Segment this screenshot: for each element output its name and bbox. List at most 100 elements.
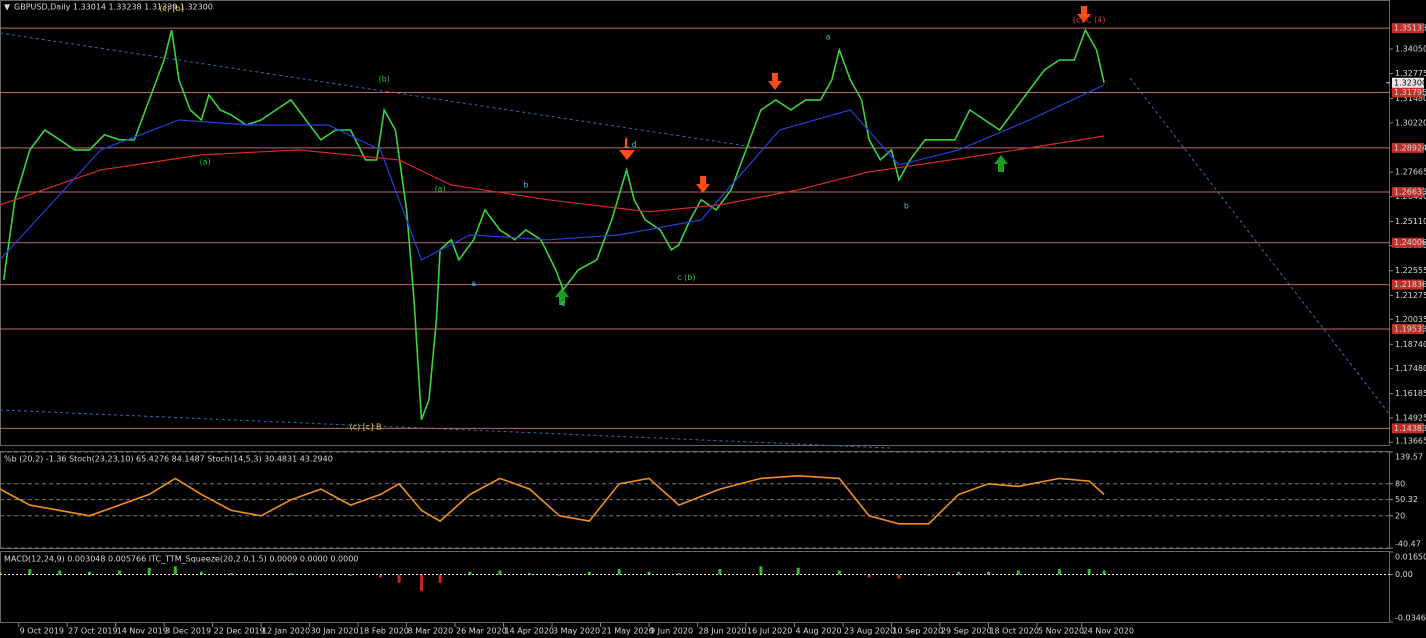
wave-label: c (b)	[677, 273, 695, 282]
down-arrow	[1077, 6, 1091, 23]
bar	[647, 571, 651, 575]
bar	[397, 574, 401, 583]
bar	[587, 571, 591, 575]
y-tick-label: 1.18740	[1395, 340, 1426, 349]
down-arrow	[619, 138, 635, 160]
x-tick-label: 4 Aug 2020	[795, 627, 841, 636]
x-tick-label: 28 Jun 2020	[699, 627, 747, 636]
y-tick-label: 1.22555	[1395, 266, 1426, 275]
y-tick-label: 139.57	[1395, 453, 1423, 462]
bar	[558, 574, 562, 576]
panel-title: %b (20,2) -1.36 Stoch(23,23,10) 65.4276 …	[4, 455, 333, 464]
wave-label: (c) C (4)	[1073, 16, 1106, 25]
level-label-box	[1392, 23, 1424, 34]
y-tick-label: 1.31480	[1395, 94, 1426, 103]
trend-line	[1129, 77, 1391, 416]
y-tick-label: 20	[1395, 511, 1405, 520]
bar	[468, 571, 472, 575]
wave-label: d	[632, 140, 637, 149]
down-arrow	[768, 73, 782, 90]
arrows	[619, 6, 1091, 193]
trend-line	[0, 409, 891, 449]
up-arrows	[555, 155, 1008, 305]
y-tick-label: 80	[1395, 479, 1405, 488]
wave-label: a	[826, 33, 831, 42]
x-tick-label: 5 Nov 2020	[1038, 627, 1084, 636]
x-tick-label: 18 Oct 2020	[989, 627, 1038, 636]
wave-label: b	[523, 180, 528, 189]
x-tick-label: 21 May 2020	[602, 627, 654, 636]
down-arrow	[696, 176, 710, 193]
bar	[28, 569, 32, 575]
y-tick-label: 1.13665	[1395, 437, 1426, 446]
x-tick-label: 12 Jan 2020	[262, 627, 310, 636]
level-label-box	[1392, 324, 1424, 335]
up-arrow	[994, 155, 1008, 172]
x-tick-label: 26 Mar 2020	[456, 627, 507, 636]
bar	[718, 569, 722, 575]
bar	[117, 570, 121, 575]
wave-label: b	[904, 201, 909, 210]
bar	[528, 573, 532, 575]
bar	[229, 573, 233, 575]
x-tick-label: 9 Jun 2020	[650, 627, 693, 636]
x-tick-label: 16 Jul 2020	[747, 627, 792, 636]
level-label-box	[1392, 87, 1424, 98]
bar	[897, 574, 901, 579]
level-label-box	[1392, 142, 1424, 153]
level-label: 1.31795	[1394, 88, 1426, 97]
bar	[677, 573, 681, 575]
wave-label: (c) [c] B	[350, 423, 382, 432]
level-label-box	[1392, 279, 1424, 290]
y-tick-label: 1.14925	[1395, 413, 1426, 422]
x-tick-label: 9 Oct 2019	[20, 627, 64, 636]
bar	[1102, 570, 1106, 575]
level-label: 1.26633	[1394, 188, 1426, 197]
bar	[759, 566, 763, 575]
up-arrow	[555, 288, 569, 305]
x-tick-label: 23 Aug 2020	[844, 627, 895, 636]
level-label: 1.14383	[1394, 424, 1426, 433]
y-tick-label: 1.34050	[1395, 44, 1426, 53]
level-label: 1.21836	[1394, 280, 1426, 289]
bar	[498, 570, 502, 575]
x-tick-label: 3 Dec 2019	[165, 627, 211, 636]
y-tick-label: 1.21275	[1395, 291, 1426, 300]
level-label-box	[1392, 237, 1424, 248]
bar	[173, 566, 177, 575]
x-tick-label: 14 Apr 2020	[505, 627, 554, 636]
bar	[289, 573, 293, 575]
level-label-box	[1392, 423, 1424, 434]
y-tick-label: 0.016502	[1395, 553, 1426, 562]
last-price-label: 1.32300	[1394, 78, 1426, 87]
last-price-box	[1392, 77, 1424, 88]
y-tick-label: -0.034699	[1395, 614, 1426, 623]
wave-label: c	[561, 299, 565, 308]
bar	[796, 567, 800, 575]
macd-panel-frame	[0, 551, 1390, 623]
x-tick-label: 3 May 2020	[553, 627, 600, 636]
level-label-box	[1392, 187, 1424, 198]
level-label: 1.19533	[1394, 325, 1426, 334]
bar	[837, 570, 841, 575]
trend-line	[0, 32, 761, 149]
bar	[1087, 569, 1091, 575]
main-panel-frame	[0, 0, 1390, 446]
y-tick-label: 1.27665	[1395, 168, 1426, 177]
bar	[419, 574, 423, 591]
wave-label: a	[471, 279, 476, 288]
y-tick-label: 1.32775	[1395, 69, 1426, 78]
y-tick-label: 50.32	[1395, 495, 1418, 504]
wave-label: (a)	[200, 157, 211, 166]
bar	[58, 570, 62, 575]
bar	[147, 567, 151, 575]
level-label: 1.35133	[1394, 24, 1426, 33]
bar	[88, 571, 92, 575]
series-line	[0, 474, 1105, 525]
y-tick-label: 1.20035	[1395, 315, 1426, 324]
wave-label: (c) [b]	[159, 4, 184, 13]
x-tick-label: 29 Sep 2020	[941, 627, 992, 636]
x-tick-label: 10 Sep 2020	[892, 627, 943, 636]
